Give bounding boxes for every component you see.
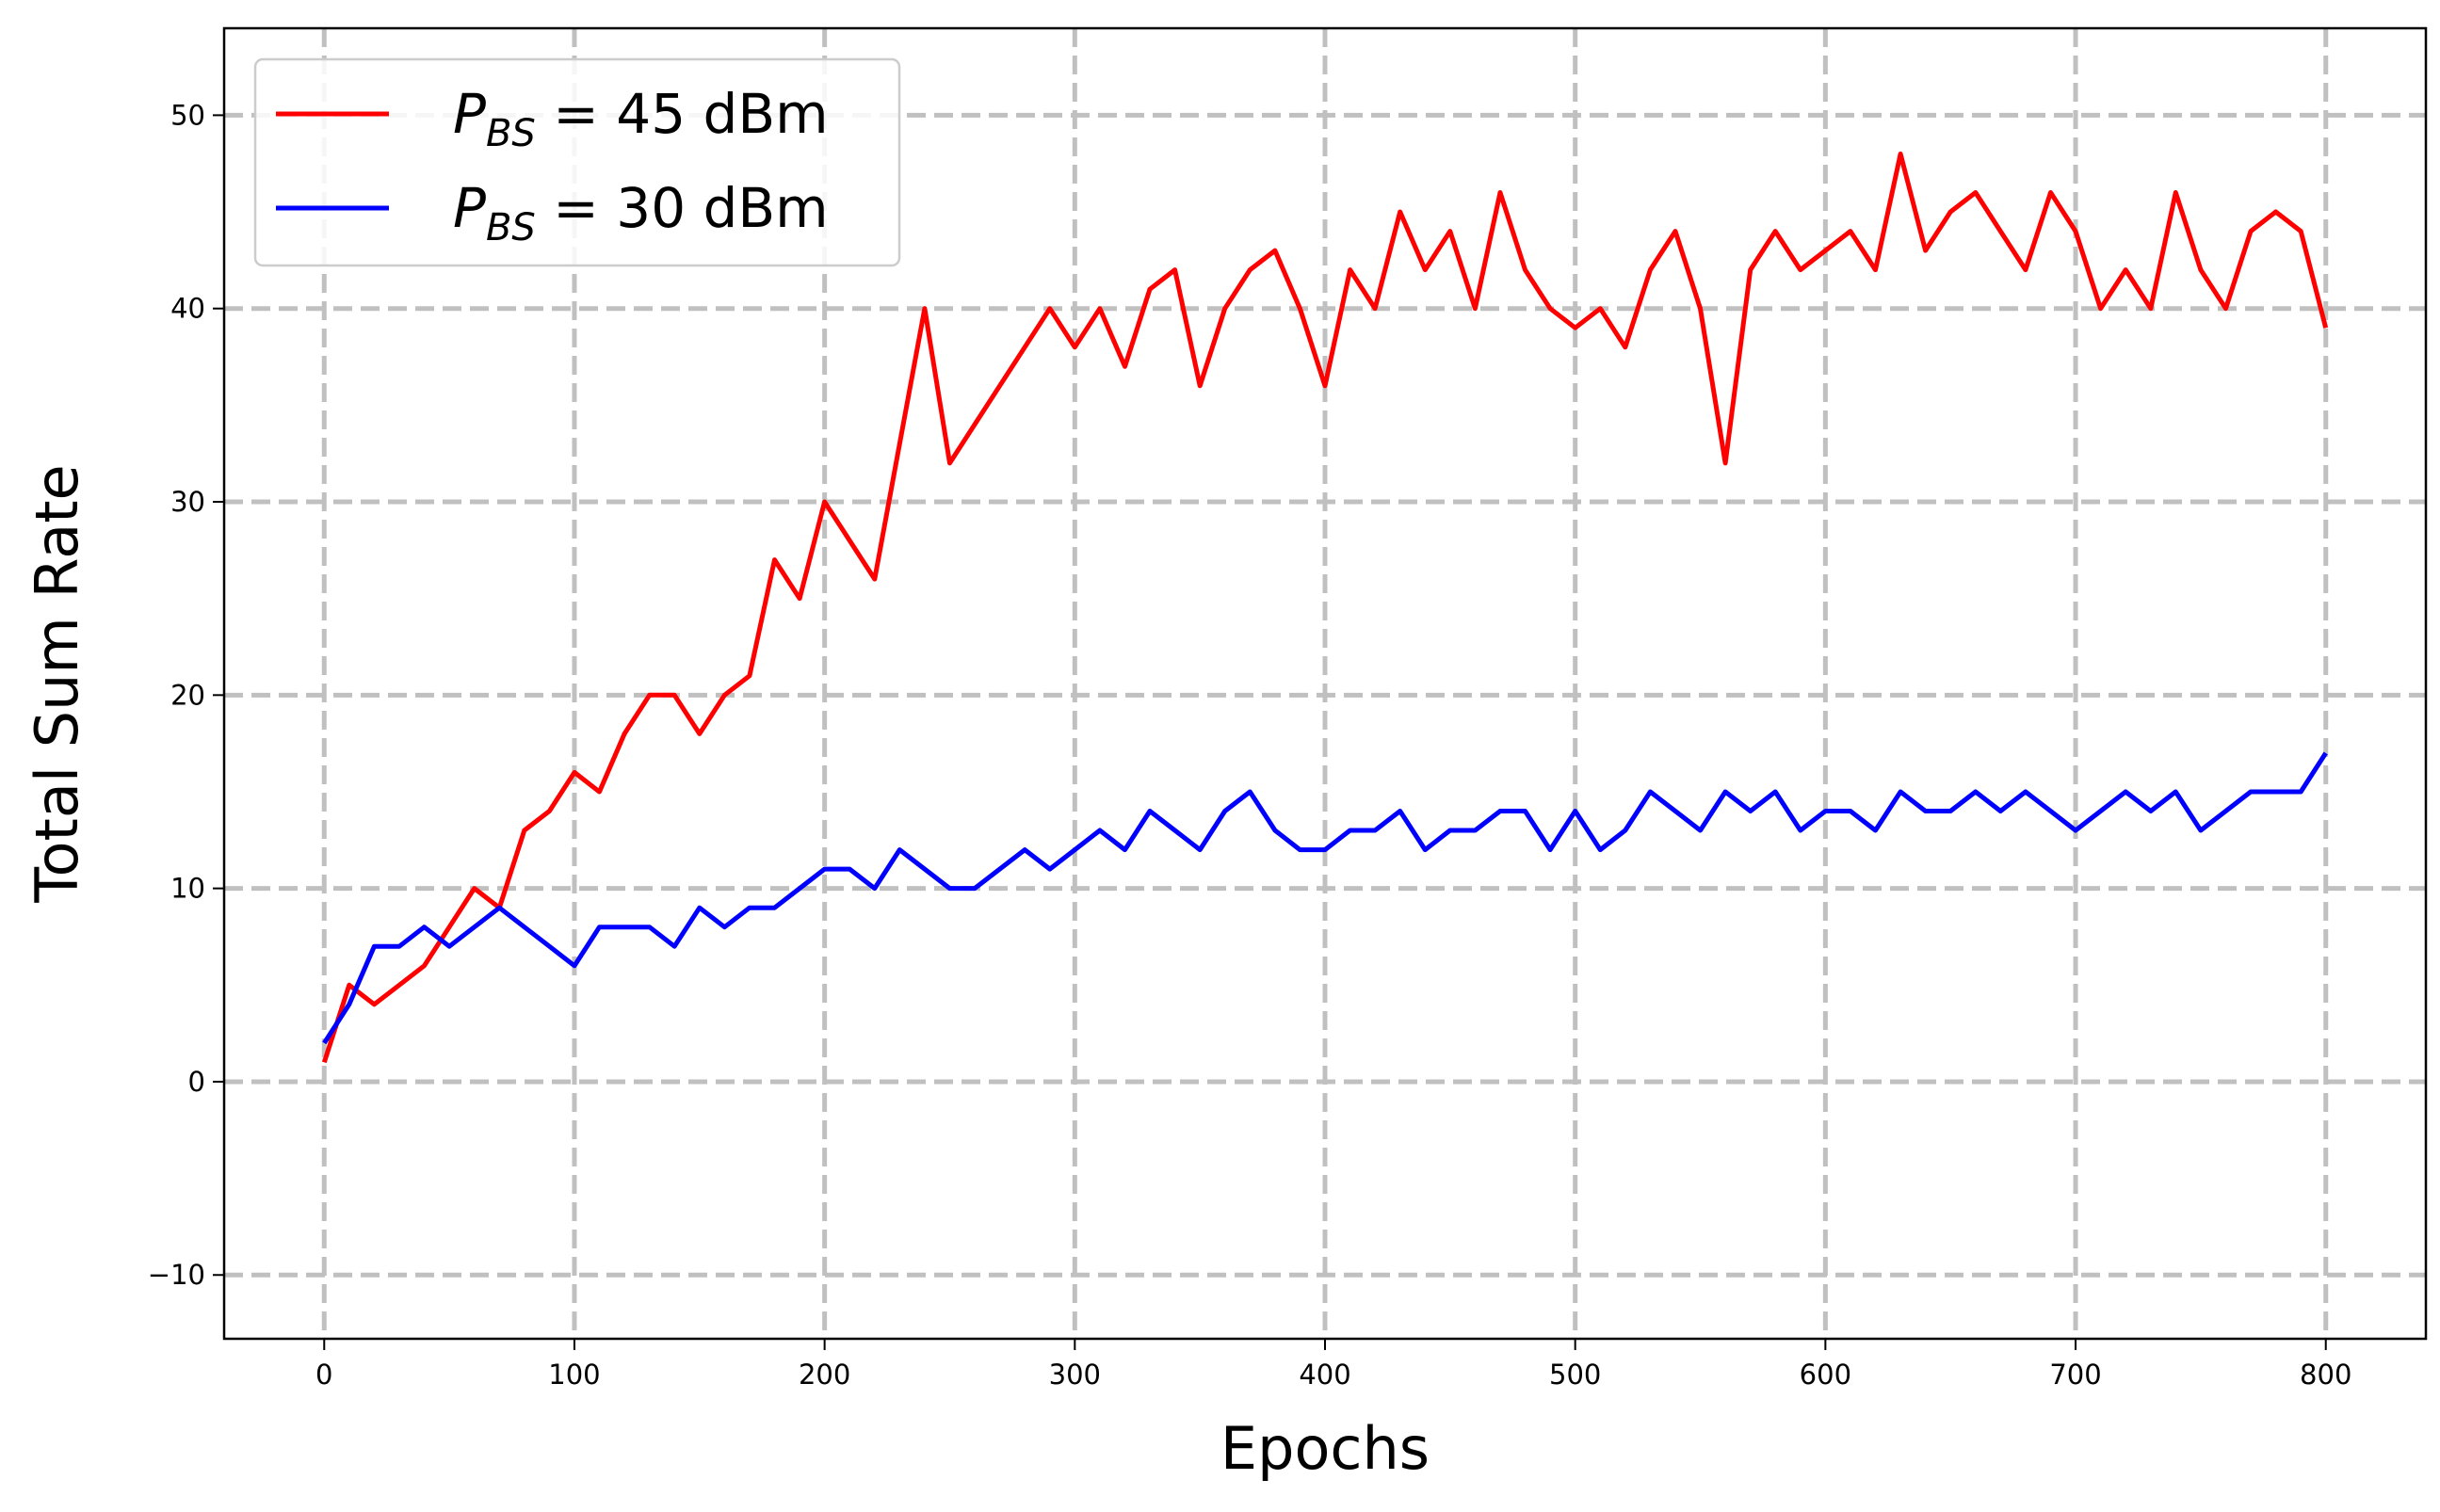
y-tick-label: 10 xyxy=(170,873,205,905)
x-tick-label: 700 xyxy=(2049,1359,2101,1391)
data-line xyxy=(321,152,2329,1064)
x-tick-label: 400 xyxy=(1299,1359,1350,1391)
y-tick-label: 0 xyxy=(188,1066,205,1098)
x-axis-label: Epochs xyxy=(1220,1414,1430,1483)
plot-frame xyxy=(222,26,2428,1341)
x-tick-label: 100 xyxy=(548,1359,600,1391)
y-tick-label: 40 xyxy=(170,293,205,325)
x-tick-label: 300 xyxy=(1049,1359,1101,1391)
y-tick-label: 30 xyxy=(170,486,205,518)
y-tick-label: 50 xyxy=(170,99,205,131)
x-tick-label: 200 xyxy=(799,1359,850,1391)
y-tick-label: 20 xyxy=(170,679,205,711)
x-tick-label: 800 xyxy=(2300,1359,2351,1391)
legend-label: PBS = 45 dBm xyxy=(453,82,829,155)
data-line xyxy=(322,751,2328,1045)
legend-box xyxy=(253,57,901,267)
y-axis-label: Total Sum Rate xyxy=(23,464,91,903)
y-tick-label: −10 xyxy=(148,1259,205,1291)
x-tick-label: 600 xyxy=(1800,1359,1851,1391)
x-tick-label: 0 xyxy=(315,1359,332,1391)
x-tick-label: 500 xyxy=(1549,1359,1601,1391)
legend-label: PBS = 30 dBm xyxy=(453,176,829,249)
